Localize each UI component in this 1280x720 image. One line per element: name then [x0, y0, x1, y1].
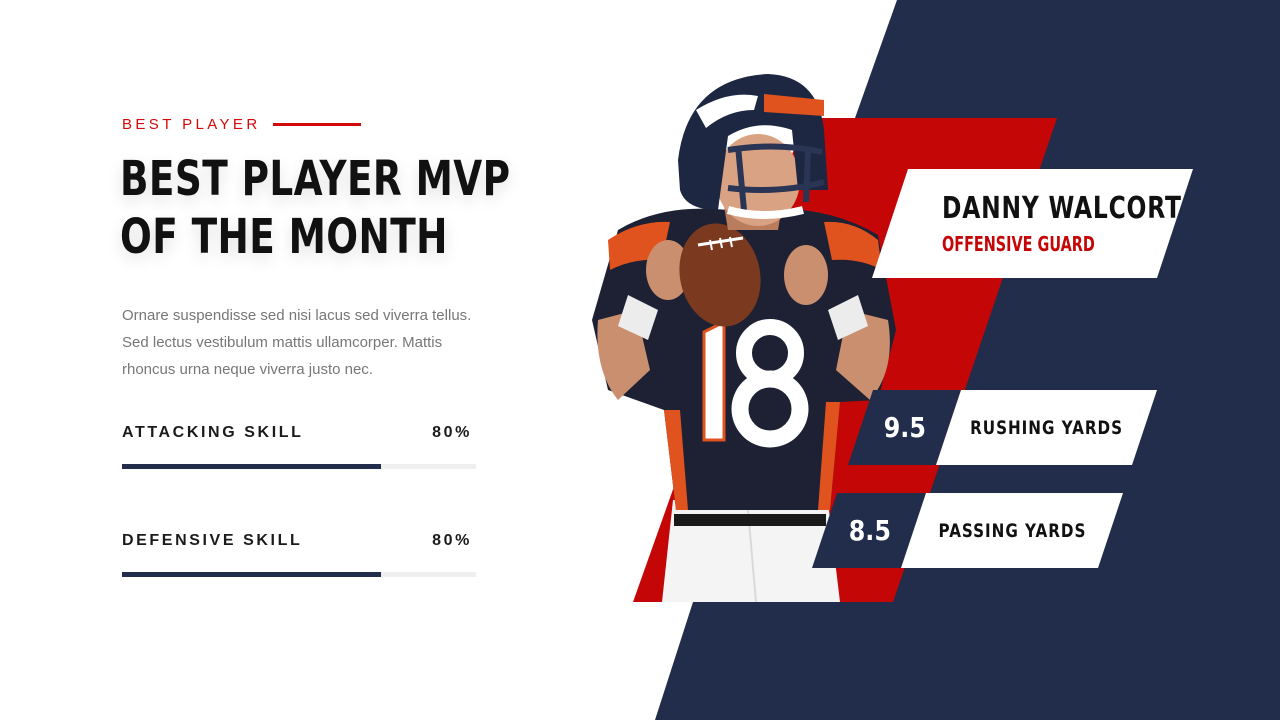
eyebrow-line: [272, 123, 361, 126]
stat-value-text: 8.5: [848, 514, 891, 547]
player-position: OFFENSIVE GUARD: [942, 232, 1095, 256]
skill-progress-fill: [122, 464, 381, 469]
stat-label-passing: PASSING YARDS: [901, 493, 1123, 568]
page-title-line-2: OF THE MONTH: [120, 209, 448, 265]
skill-percent: 80%: [432, 424, 472, 441]
football-player-photo: [592, 74, 896, 602]
skill-attacking: ATTACKING SKILL 80%: [122, 424, 476, 469]
eyebrow: BEST PLAYER: [122, 116, 361, 133]
skill-defensive: DEFENSIVE SKILL 80%: [122, 532, 476, 577]
page-title: BEST PLAYER MVP OF THE MONTH: [120, 150, 511, 266]
skill-progress-track: [122, 464, 476, 469]
player-name: DANNY WALCORT: [942, 191, 1182, 226]
stat-label-text: PASSING YARDS: [938, 519, 1086, 542]
skill-progress-fill: [122, 572, 381, 577]
skill-name: ATTACKING SKILL: [122, 424, 304, 441]
stat-label-text: RUSHING YARDS: [970, 416, 1123, 439]
skill-name: DEFENSIVE SKILL: [122, 532, 303, 549]
page-title-line-1: BEST PLAYER MVP: [120, 151, 511, 207]
description: Ornare suspendisse sed nisi lacus sed vi…: [122, 307, 472, 378]
eyebrow-text: BEST PLAYER: [122, 116, 261, 133]
stat-value-text: 9.5: [883, 411, 926, 444]
skill-percent: 80%: [432, 532, 472, 549]
player-name-card: DANNY WALCORT OFFENSIVE GUARD: [872, 169, 1193, 278]
skill-progress-track: [122, 572, 476, 577]
stat-label-rushing: RUSHING YARDS: [936, 390, 1157, 465]
